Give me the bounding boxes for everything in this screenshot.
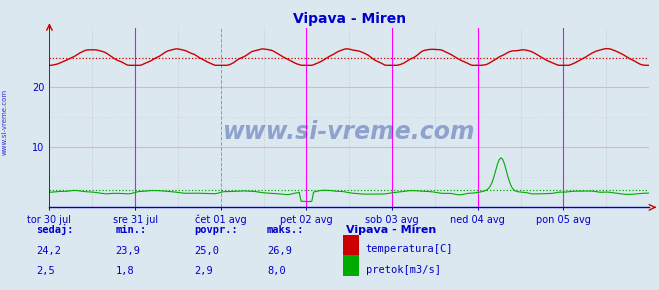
Text: Vipava - Miren: Vipava - Miren — [346, 225, 436, 235]
Text: sedaj:: sedaj: — [36, 224, 74, 235]
Text: 2,5: 2,5 — [36, 266, 55, 276]
Text: 8,0: 8,0 — [267, 266, 285, 276]
Text: temperatura[C]: temperatura[C] — [366, 244, 453, 254]
Text: 26,9: 26,9 — [267, 246, 292, 256]
Text: www.si-vreme.com: www.si-vreme.com — [2, 89, 8, 155]
Text: povpr.:: povpr.: — [194, 225, 238, 235]
Text: 2,9: 2,9 — [194, 266, 213, 276]
Text: min.:: min.: — [115, 225, 146, 235]
Text: pretok[m3/s]: pretok[m3/s] — [366, 265, 441, 275]
Text: 24,2: 24,2 — [36, 246, 61, 256]
Title: Vipava - Miren: Vipava - Miren — [293, 12, 406, 26]
Text: maks.:: maks.: — [267, 225, 304, 235]
Text: 25,0: 25,0 — [194, 246, 219, 256]
Text: www.si-vreme.com: www.si-vreme.com — [223, 120, 476, 144]
Text: 1,8: 1,8 — [115, 266, 134, 276]
Text: 23,9: 23,9 — [115, 246, 140, 256]
